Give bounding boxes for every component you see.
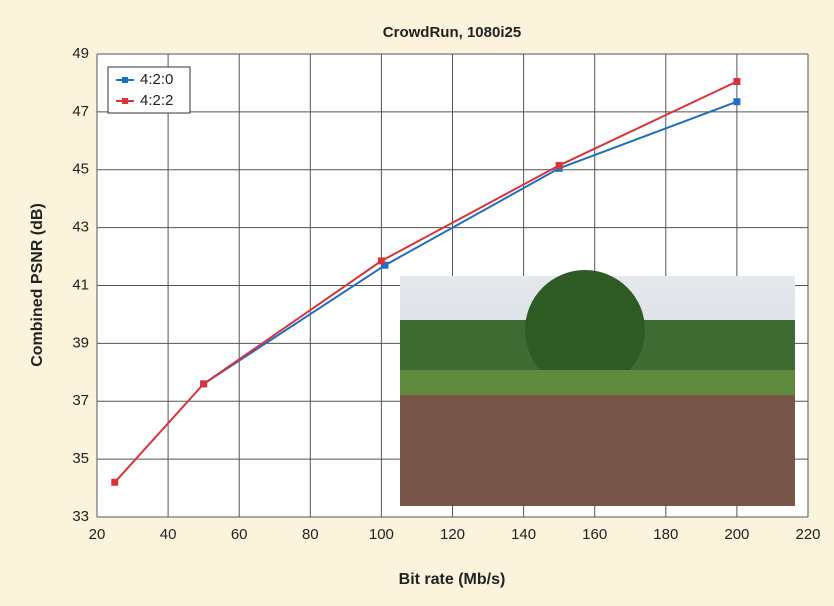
legend-swatch xyxy=(122,98,128,104)
inset-photo xyxy=(400,270,795,506)
legend-label: 4:2:2 xyxy=(140,92,173,109)
data-point xyxy=(200,380,207,387)
x-tick-label: 20 xyxy=(89,526,106,543)
data-point xyxy=(556,162,563,169)
y-tick-label: 37 xyxy=(72,392,89,409)
x-tick-label: 220 xyxy=(795,526,820,543)
data-point xyxy=(733,78,740,85)
y-tick-label: 33 xyxy=(72,508,89,525)
x-tick-label: 200 xyxy=(724,526,749,543)
legend-swatch xyxy=(122,77,128,83)
legend-label: 4:2:0 xyxy=(140,71,173,88)
y-tick-label: 39 xyxy=(72,334,89,351)
y-tick-label: 45 xyxy=(72,161,89,178)
x-tick-label: 100 xyxy=(369,526,394,543)
chart-title: CrowdRun, 1080i25 xyxy=(383,24,521,41)
x-tick-label: 180 xyxy=(653,526,678,543)
data-point xyxy=(733,98,740,105)
y-tick-label: 41 xyxy=(72,276,89,293)
y-tick-label: 35 xyxy=(72,450,89,467)
y-axis-label: Combined PSNR (dB) xyxy=(29,203,46,367)
chart: CrowdRun, 1080i25 Bit rate (Mb/s) Combin… xyxy=(0,0,834,601)
y-tick-label: 49 xyxy=(72,45,89,62)
y-tick-label: 47 xyxy=(72,103,89,120)
y-tick-label: 43 xyxy=(72,219,89,236)
x-tick-label: 60 xyxy=(231,526,248,543)
x-tick-label: 120 xyxy=(440,526,465,543)
data-point xyxy=(111,479,118,486)
data-point xyxy=(378,257,385,264)
x-tick-label: 80 xyxy=(302,526,319,543)
x-tick-label: 140 xyxy=(511,526,536,543)
x-tick-label: 40 xyxy=(160,526,177,543)
x-axis-label: Bit rate (Mb/s) xyxy=(399,571,506,588)
x-tick-label: 160 xyxy=(582,526,607,543)
